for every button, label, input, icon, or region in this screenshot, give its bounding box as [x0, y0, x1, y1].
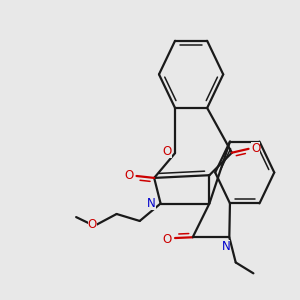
Text: N: N [147, 197, 156, 210]
Text: O: O [125, 169, 134, 182]
Text: O: O [163, 233, 172, 246]
Text: O: O [162, 145, 172, 158]
Text: O: O [251, 142, 260, 154]
Text: O: O [88, 218, 97, 231]
Text: N: N [222, 241, 230, 254]
